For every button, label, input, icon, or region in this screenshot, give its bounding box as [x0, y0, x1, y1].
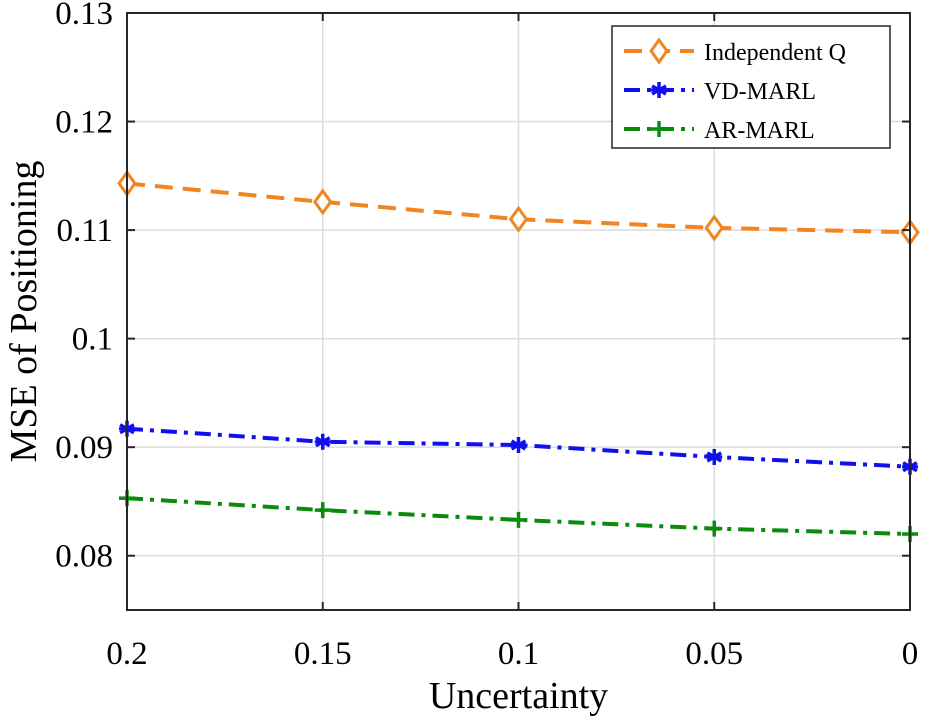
legend-label-ar-marl: AR-MARL: [704, 118, 815, 144]
data-point-vd-marl: [706, 448, 723, 465]
y-tick-label: 0.11: [56, 213, 113, 249]
y-tick-label: 0.12: [55, 105, 113, 141]
data-point-ar-marl: [314, 502, 331, 519]
x-tick-label: 0.15: [294, 636, 352, 672]
data-point-vd-marl: [314, 433, 331, 450]
axis-ticks: 0.2 0.15 0.1 0.05 0 0.08 0.09 0.1 0.11 0.12 0.13: [55, 0, 918, 672]
legend-label-independent-q: Independent Q: [704, 40, 846, 66]
y-tick-label: 0.09: [55, 430, 113, 466]
data-point-independent-q: [312, 188, 333, 216]
x-axis-title: Uncertainty: [429, 675, 608, 717]
data-point-vd-marl: [510, 437, 527, 454]
data-point-ar-marl: [510, 511, 527, 528]
x-tick-label: 0.05: [685, 636, 743, 672]
data-point-ar-marl: [706, 520, 723, 537]
y-tick-label: 0.1: [72, 322, 113, 358]
series-line-ar-marl: [126, 496, 911, 537]
legend-label-vd-marl: VD-MARL: [704, 79, 816, 105]
x-tick-label: 0.2: [106, 636, 147, 672]
series-line-vd-marl: [126, 426, 911, 469]
data-point-independent-q: [508, 205, 529, 233]
legend-marker-vd-marl: [651, 82, 667, 98]
y-tick-label: 0.13: [55, 0, 113, 32]
x-tick-label: 0.1: [498, 636, 539, 672]
x-tick-label: 0: [902, 636, 919, 672]
data-point-independent-q: [704, 214, 725, 242]
y-axis-title: MSE of Positioning: [3, 161, 45, 463]
legend: Independent Q VD-MARL AR-MARL: [611, 25, 891, 149]
legend-marker-independent-q: [649, 37, 669, 65]
y-tick-label: 0.08: [55, 539, 113, 575]
legend-marker-ar-marl: [651, 121, 667, 137]
